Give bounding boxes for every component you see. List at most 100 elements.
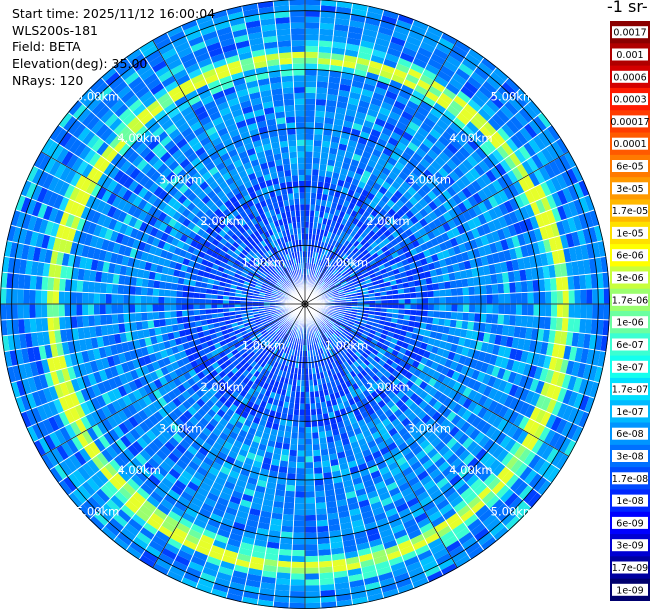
range-bin bbox=[588, 226, 598, 243]
range-bin bbox=[520, 244, 529, 258]
range-bin bbox=[305, 544, 318, 551]
range-bin bbox=[347, 139, 358, 148]
range-bin bbox=[347, 31, 363, 41]
range-bin bbox=[519, 126, 533, 142]
range-bin bbox=[572, 409, 585, 426]
range-bin bbox=[322, 333, 328, 340]
range-bin bbox=[446, 368, 455, 379]
range-bin bbox=[453, 429, 465, 442]
range-bin bbox=[544, 369, 555, 384]
range-bin bbox=[435, 234, 445, 245]
range-bin bbox=[356, 235, 364, 243]
range-bin bbox=[455, 345, 464, 355]
range-bin bbox=[375, 296, 382, 301]
range-bin bbox=[355, 457, 366, 466]
range-bin bbox=[458, 63, 474, 77]
range-bin bbox=[556, 189, 568, 206]
range-bin bbox=[537, 479, 552, 496]
range-bin bbox=[327, 153, 337, 161]
range-bin bbox=[299, 397, 305, 404]
range-bin bbox=[479, 143, 492, 157]
range-bin bbox=[438, 318, 445, 326]
range-bin bbox=[492, 218, 503, 231]
range-bin bbox=[403, 41, 420, 53]
range-bin bbox=[318, 280, 324, 286]
range-bin bbox=[402, 79, 417, 90]
range-bin bbox=[181, 297, 188, 304]
range-bin bbox=[477, 351, 487, 362]
range-bin bbox=[434, 139, 447, 152]
range-bin bbox=[391, 284, 398, 291]
range-bin bbox=[336, 274, 343, 280]
range-bin bbox=[588, 365, 598, 382]
range-bin bbox=[331, 289, 338, 294]
range-bin bbox=[390, 446, 401, 457]
range-bin bbox=[439, 296, 446, 304]
range-bin bbox=[305, 227, 309, 234]
range-bin bbox=[551, 450, 565, 467]
range-bin bbox=[568, 304, 575, 319]
range-bin bbox=[339, 311, 346, 315]
range-bin bbox=[333, 254, 340, 262]
range-bin bbox=[374, 162, 385, 172]
range-bin bbox=[480, 234, 490, 246]
range-bin bbox=[371, 233, 380, 242]
range-bin bbox=[333, 29, 349, 38]
range-bin bbox=[295, 473, 305, 480]
range-bin bbox=[422, 264, 430, 273]
range-bin bbox=[293, 514, 305, 521]
range-bin bbox=[356, 372, 365, 380]
range-bin bbox=[475, 464, 489, 479]
range-bin bbox=[535, 380, 545, 395]
range-bin bbox=[473, 482, 488, 496]
range-bin bbox=[349, 363, 357, 371]
range-bin bbox=[461, 251, 470, 262]
range-bin bbox=[367, 237, 375, 246]
range-bin bbox=[343, 181, 352, 189]
range-bin bbox=[357, 438, 367, 447]
range-bin bbox=[489, 242, 498, 254]
range-bin bbox=[571, 332, 580, 348]
range-bin bbox=[563, 345, 572, 361]
range-bin bbox=[384, 176, 395, 186]
range-bin bbox=[523, 142, 537, 158]
range-bin bbox=[454, 150, 467, 163]
range-bin bbox=[374, 480, 387, 491]
range-bin bbox=[314, 484, 325, 492]
range-bin bbox=[471, 179, 483, 193]
range-bin bbox=[392, 30, 408, 42]
range-bin bbox=[454, 39, 472, 54]
range-bin bbox=[341, 162, 351, 171]
range-bin bbox=[388, 486, 401, 497]
range-bin bbox=[482, 265, 491, 276]
range-bin bbox=[497, 250, 506, 263]
range-bin bbox=[477, 189, 488, 202]
range-bin bbox=[305, 175, 312, 181]
range-bin bbox=[318, 46, 332, 54]
range-bin bbox=[508, 197, 520, 211]
range-bin bbox=[523, 338, 531, 352]
range-bin bbox=[412, 430, 423, 441]
range-bin bbox=[519, 269, 527, 282]
range-bin bbox=[314, 490, 326, 498]
range-bin bbox=[378, 252, 387, 260]
range-bin bbox=[447, 378, 457, 389]
range-bin bbox=[543, 355, 552, 370]
range-bin bbox=[460, 174, 472, 187]
range-bin bbox=[333, 118, 344, 127]
range-bin bbox=[353, 451, 364, 461]
range-bin bbox=[328, 70, 342, 79]
range-bin bbox=[409, 338, 417, 346]
range-bin bbox=[297, 438, 305, 445]
range-bin bbox=[354, 351, 362, 358]
range-bin bbox=[460, 365, 470, 376]
range-bin bbox=[461, 346, 470, 357]
range-bin bbox=[336, 264, 343, 271]
range-bin bbox=[482, 385, 493, 398]
range-bin bbox=[509, 115, 524, 131]
range-bin bbox=[375, 229, 384, 238]
range-bin bbox=[305, 34, 320, 41]
range-bin bbox=[316, 75, 329, 83]
range-bin bbox=[366, 139, 377, 149]
range-bin bbox=[361, 352, 369, 359]
